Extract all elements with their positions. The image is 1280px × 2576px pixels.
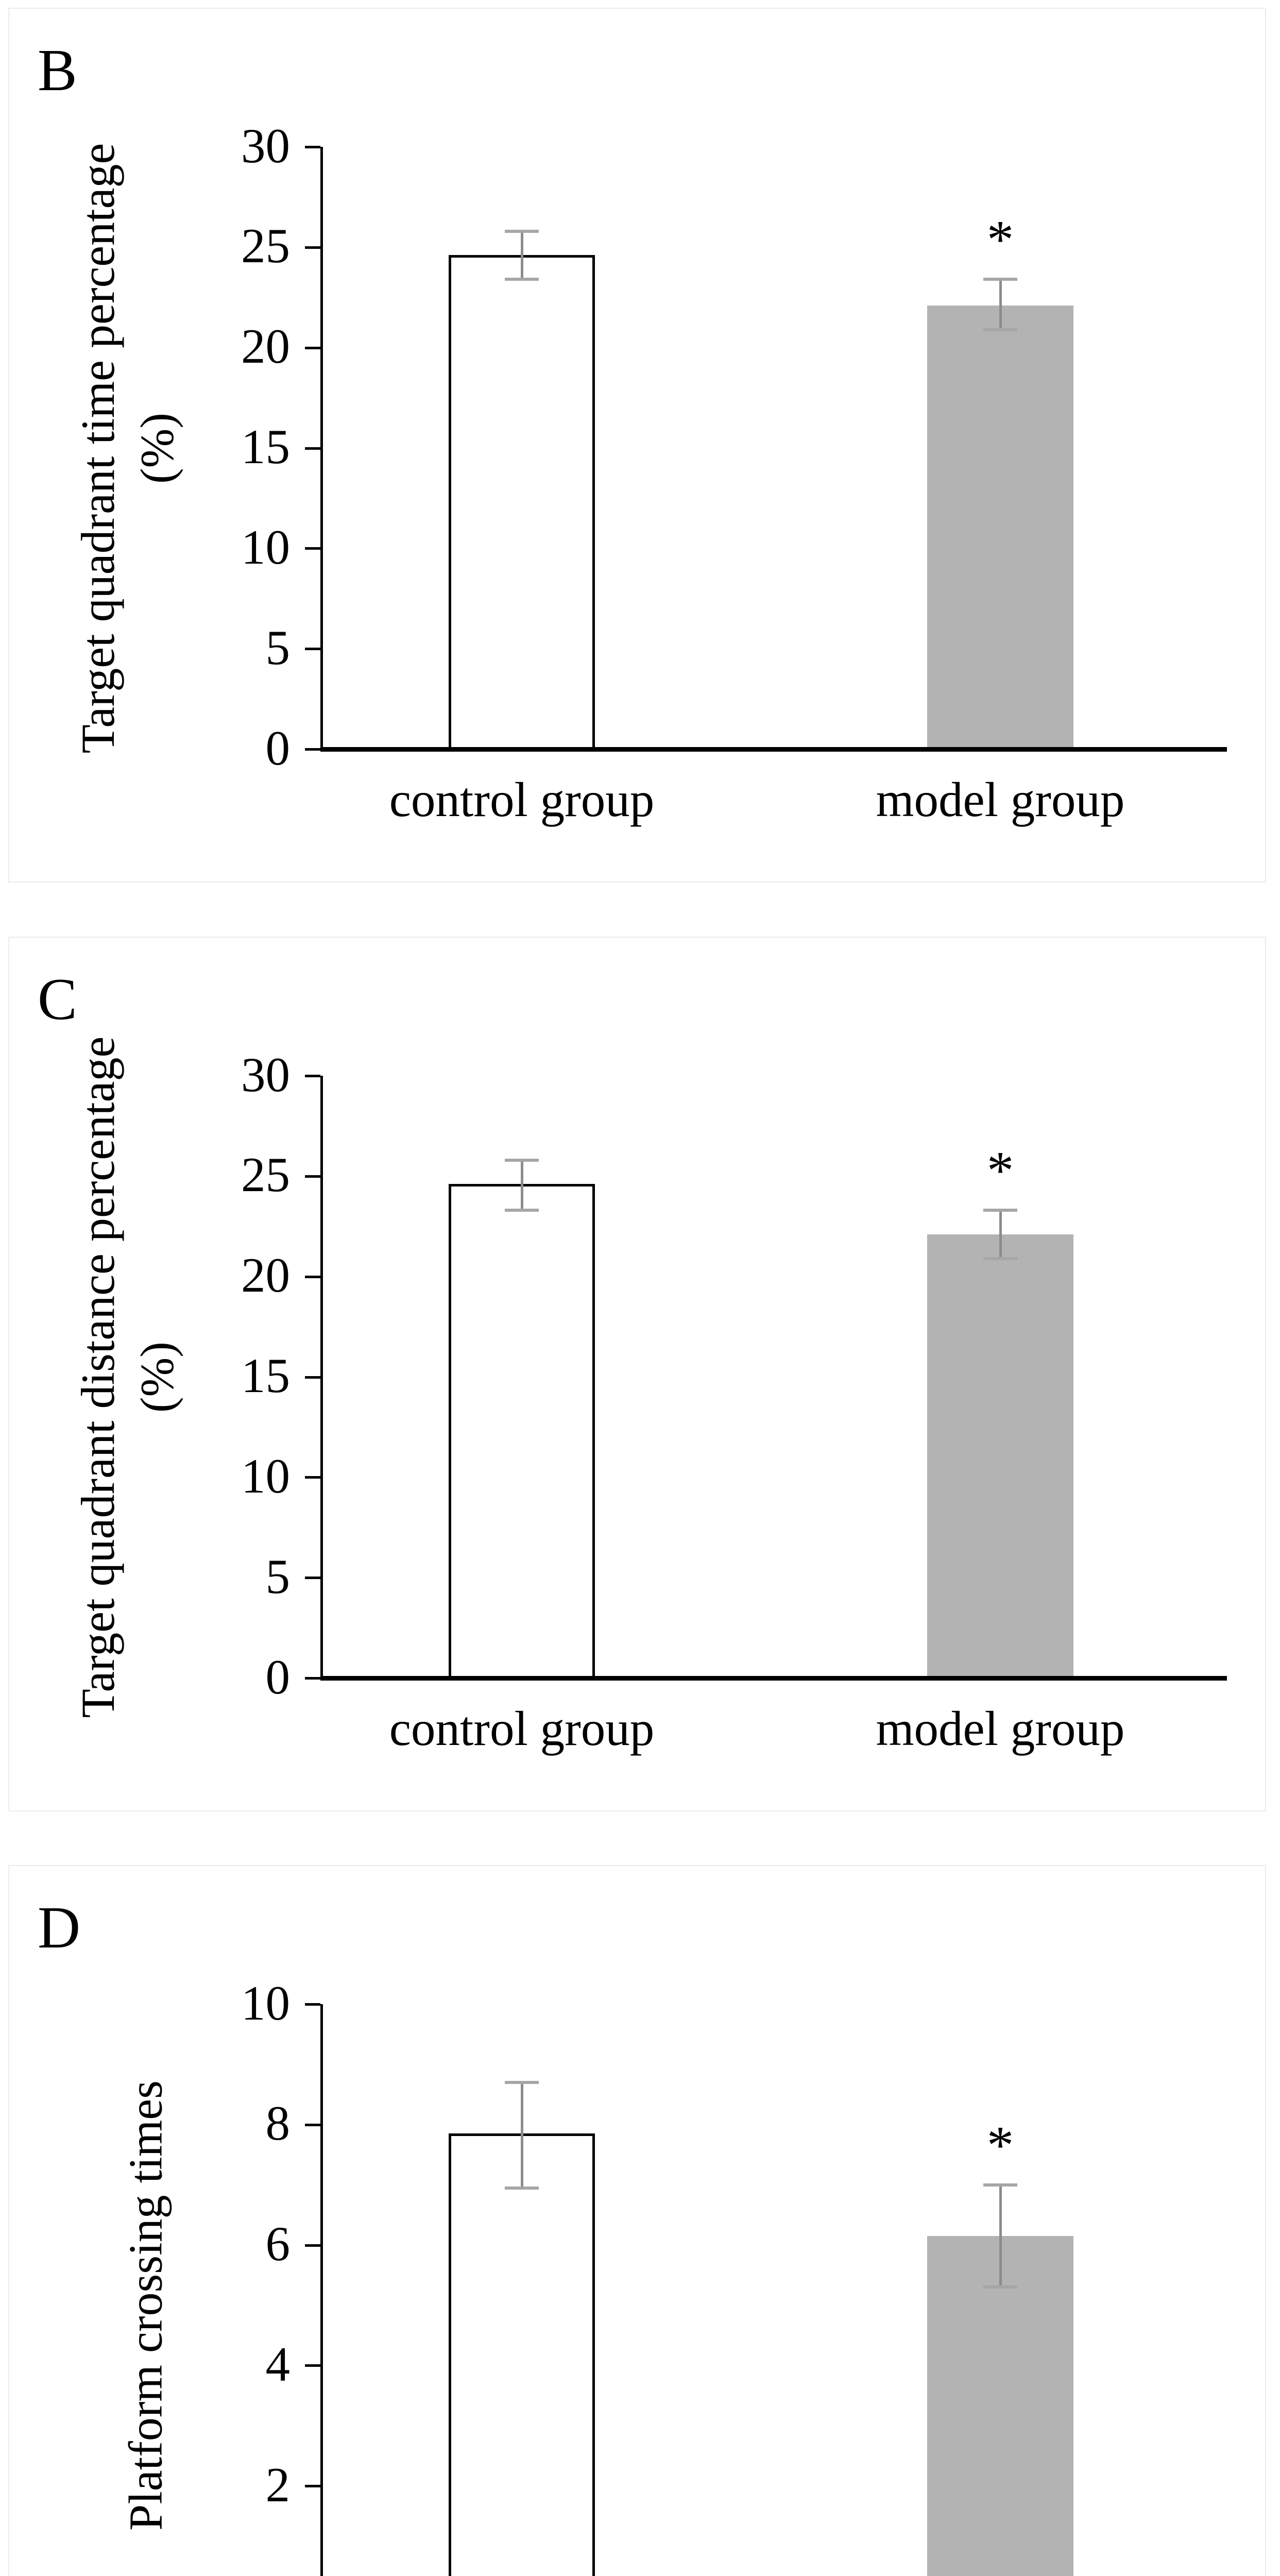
error-bar-cap-bottom — [505, 2186, 539, 2190]
y-tick-mark — [305, 146, 320, 148]
bar-control-group — [449, 255, 595, 749]
y-axis-title-line: Target quadrant distance percentage — [72, 1036, 124, 1718]
y-axis-line — [320, 2004, 323, 2576]
y-tick-label: 10 — [241, 1448, 290, 1503]
y-axis-line — [320, 147, 323, 752]
y-tick-label: 0 — [265, 1649, 291, 1704]
y-tick-mark — [305, 547, 320, 550]
y-tick-mark — [305, 1075, 320, 1077]
y-tick-mark — [305, 2003, 320, 2006]
bar-control-group — [449, 2133, 595, 2576]
panel-c: C Target quadrant distance percentage (%) 3… — [8, 937, 1266, 1811]
y-tick-label: 30 — [241, 1047, 290, 1102]
y-tick-mark — [305, 2485, 320, 2488]
y-axis-title-line: Target quadrant time percentage — [72, 143, 124, 753]
error-bar-line — [999, 2184, 1002, 2287]
error-bar-cap-bottom — [505, 278, 539, 281]
x-category-label: control group — [389, 1701, 655, 1756]
error-bar-cap-bottom — [983, 1257, 1017, 1260]
error-bar-line — [999, 279, 1002, 330]
y-tick-mark — [305, 1677, 320, 1680]
error-bar-cap-bottom — [983, 328, 1017, 331]
y-tick-label: 25 — [241, 218, 290, 274]
significance-asterisk: * — [986, 209, 1014, 270]
x-category-label: control group — [389, 772, 655, 827]
y-tick-label: 5 — [265, 1549, 291, 1604]
y-tick-label: 6 — [265, 2216, 291, 2272]
bar-control-group — [449, 1184, 595, 1678]
y-tick-mark — [305, 2364, 320, 2367]
error-bar-cap-top — [983, 278, 1017, 281]
y-tick-mark — [305, 748, 320, 751]
x-axis-line — [320, 1676, 1227, 1681]
y-tick-label: 10 — [241, 1975, 290, 2030]
y-tick-label: 15 — [241, 1348, 290, 1403]
y-tick-mark — [305, 1577, 320, 1580]
error-bar-line — [520, 231, 523, 280]
error-bar-cap-top — [983, 2183, 1017, 2187]
error-bar-line — [520, 2082, 523, 2188]
bar-model-group — [927, 305, 1073, 749]
y-tick-mark — [305, 346, 320, 349]
y-tick-label: 15 — [241, 419, 290, 474]
y-tick-mark — [305, 2123, 320, 2126]
y-tick-label: 25 — [241, 1147, 290, 1202]
y-tick-label: 4 — [265, 2337, 291, 2392]
panel-label-d: D — [38, 1895, 81, 1960]
y-axis-line — [320, 1076, 323, 1681]
error-bar-cap-bottom — [983, 2285, 1017, 2289]
y-tick-label: 20 — [241, 1248, 290, 1303]
error-bar-cap-top — [983, 1209, 1017, 1212]
error-bar-cap-bottom — [505, 1209, 539, 1212]
y-tick-mark — [305, 1376, 320, 1379]
y-tick-mark — [305, 1476, 320, 1479]
y-tick-label: 5 — [265, 620, 291, 675]
error-bar-cap-top — [505, 1158, 539, 1162]
y-tick-label: 8 — [265, 2096, 291, 2151]
y-tick-mark — [305, 1175, 320, 1178]
error-bar-line — [520, 1160, 523, 1211]
y-tick-label: 10 — [241, 519, 290, 574]
y-tick-mark — [305, 1275, 320, 1278]
y-tick-mark — [305, 246, 320, 249]
panel-label-c: C — [38, 967, 77, 1032]
y-tick-label: 2 — [265, 2457, 291, 2512]
error-bar-cap-top — [505, 2080, 539, 2084]
y-tick-label: 0 — [265, 720, 291, 775]
y-tick-mark — [305, 447, 320, 450]
error-bar-cap-top — [505, 229, 539, 233]
bar-model-group — [927, 2236, 1073, 2576]
panel-b: B Target quadrant time percentage (%) 30 25 2… — [8, 8, 1266, 883]
panel-label-b: B — [38, 38, 77, 103]
x-category-label: model group — [876, 772, 1125, 827]
bar-model-group — [927, 1234, 1073, 1678]
y-tick-mark — [305, 2244, 320, 2247]
x-category-label: model group — [876, 1701, 1125, 1756]
error-bar-line — [999, 1210, 1002, 1259]
y-tick-label: 20 — [241, 319, 290, 374]
y-tick-label: 30 — [241, 118, 290, 173]
x-axis-line — [320, 747, 1227, 752]
significance-asterisk: * — [986, 1140, 1014, 1201]
significance-asterisk: * — [986, 2114, 1014, 2175]
y-tick-mark — [305, 648, 320, 651]
